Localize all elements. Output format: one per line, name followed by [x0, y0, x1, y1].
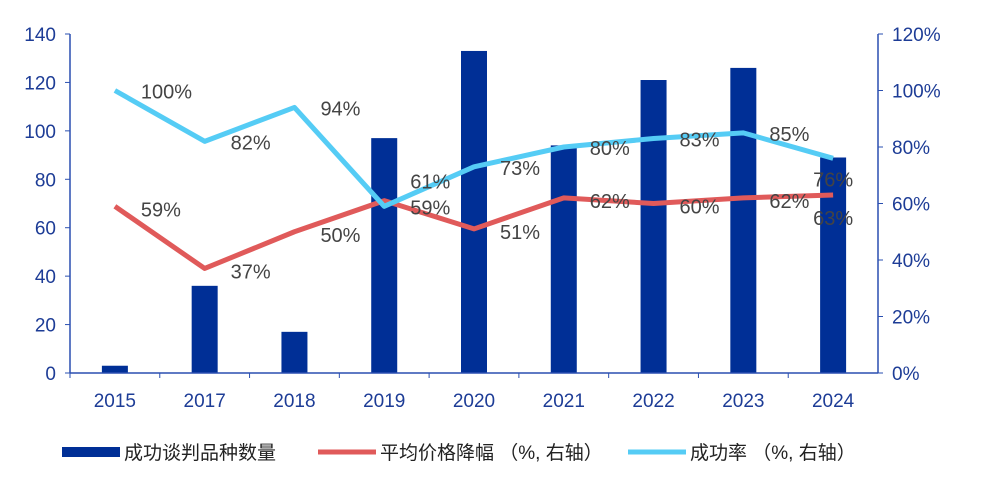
data-label: 51% [500, 222, 540, 244]
right-tick-label: 120% [892, 25, 941, 46]
data-label: 60% [680, 197, 720, 219]
data-label: 80% [590, 138, 630, 160]
x-tick-label: 2017 [184, 391, 226, 412]
data-label: 62% [769, 191, 809, 213]
bar-2015 [101, 365, 128, 373]
data-label: 94% [320, 98, 360, 120]
x-tick-label: 2018 [273, 391, 315, 412]
line-price-drop [113, 192, 834, 271]
right-tick-label: 0% [892, 364, 920, 385]
right-tick-label: 80% [892, 138, 930, 159]
left-tick-label: 60 [35, 219, 56, 240]
bar-2022 [640, 80, 667, 373]
right-tick-label: 100% [892, 82, 941, 103]
x-tick-label: 2023 [722, 391, 764, 412]
data-label: 100% [141, 82, 192, 104]
data-label: 59% [141, 199, 181, 221]
bar-2018 [281, 331, 308, 373]
data-label: 63% [813, 208, 853, 230]
right-tick-label: 60% [892, 195, 930, 216]
right-tick-label: 20% [892, 308, 930, 329]
left-tick-label: 40 [35, 267, 56, 288]
bar-2019 [371, 138, 398, 373]
x-tick-label: 2021 [543, 391, 585, 412]
legend-label: 成功谈判品种数量 [124, 442, 276, 464]
data-label: 59% [410, 197, 450, 219]
data-label: 50% [320, 225, 360, 247]
left-tick-label: 120 [24, 73, 56, 94]
bar-2021 [550, 145, 577, 373]
x-tick-label: 2019 [363, 391, 405, 412]
bar-2020 [461, 50, 487, 373]
data-label: 85% [769, 124, 809, 146]
data-label: 76% [813, 169, 853, 191]
data-label: 82% [231, 132, 271, 154]
bar-2017 [191, 285, 218, 373]
data-label: 61% [410, 172, 450, 194]
x-tick-label: 2022 [632, 391, 674, 412]
data-label: 83% [680, 130, 720, 152]
x-tick-label: 2015 [94, 391, 136, 412]
legend-swatch-bars [62, 447, 120, 457]
bar-2023 [730, 67, 757, 374]
x-tick-label: 2024 [812, 391, 855, 412]
left-tick-label: 80 [35, 170, 56, 191]
right-tick-label: 40% [892, 251, 930, 272]
x-tick-label: 2020 [453, 391, 495, 412]
data-label: 73% [500, 158, 540, 180]
data-label: 37% [231, 261, 271, 283]
legend-label: 成功率 （%, 右轴） [690, 442, 856, 464]
left-tick-label: 0 [45, 364, 56, 385]
left-tick-label: 100 [24, 122, 56, 143]
left-tick-label: 20 [35, 316, 56, 337]
data-label: 62% [590, 191, 630, 213]
line-success-rate [113, 88, 834, 209]
legend-label: 平均价格降幅 （%, 右轴） [380, 442, 603, 464]
left-tick-label: 140 [24, 25, 56, 46]
